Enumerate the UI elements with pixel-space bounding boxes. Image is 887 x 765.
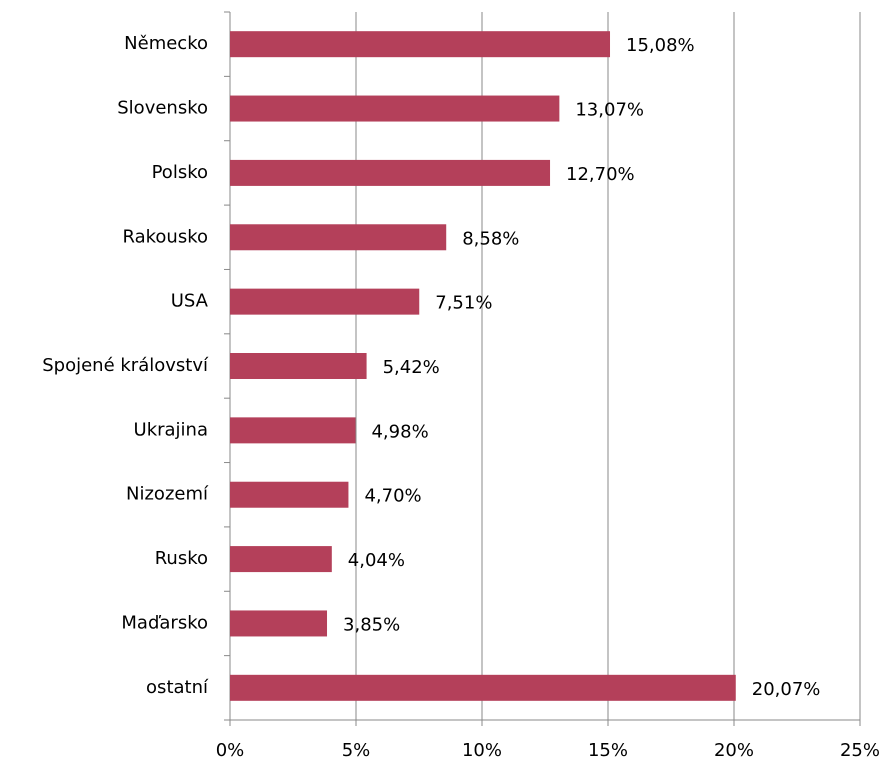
data-label: 15,08% xyxy=(626,35,695,56)
y-tick-label: Rakousko xyxy=(122,226,208,247)
bar xyxy=(230,674,736,701)
x-tick-label: 20% xyxy=(714,740,754,761)
bar xyxy=(230,417,356,444)
bar xyxy=(230,224,447,251)
bar xyxy=(230,95,560,122)
bar xyxy=(230,31,611,58)
x-tick-label: 0% xyxy=(216,740,245,761)
y-tick-label: Slovensko xyxy=(117,98,208,119)
data-label: 5,42% xyxy=(383,357,440,378)
y-tick-label: USA xyxy=(171,291,209,312)
x-tick-label: 5% xyxy=(342,740,371,761)
data-label: 12,70% xyxy=(566,164,635,185)
x-tick-label: 25% xyxy=(840,740,880,761)
x-tick-label: 10% xyxy=(462,740,502,761)
y-tick-label: Maďarsko xyxy=(121,612,208,633)
data-label: 20,07% xyxy=(752,679,821,700)
data-label: 4,98% xyxy=(371,421,428,442)
data-label: 8,58% xyxy=(462,228,519,249)
bar xyxy=(230,546,332,573)
data-label: 4,70% xyxy=(364,486,421,507)
bar xyxy=(230,610,328,637)
y-tick-label: Spojené království xyxy=(42,355,209,376)
data-label: 3,85% xyxy=(343,614,400,635)
bar xyxy=(230,288,420,315)
data-label: 4,04% xyxy=(348,550,405,571)
y-tick-label: ostatní xyxy=(146,677,209,698)
data-label: 13,07% xyxy=(575,100,644,121)
data-label: 7,51% xyxy=(435,293,492,314)
bar xyxy=(230,353,367,379)
y-tick-label: Německo xyxy=(124,33,208,54)
y-tick-label: Ukrajina xyxy=(134,419,208,440)
y-tick-label: Polsko xyxy=(152,162,208,183)
bar xyxy=(230,159,551,186)
y-tick-label: Nizozemí xyxy=(126,484,209,505)
x-tick-label: 15% xyxy=(588,740,628,761)
y-tick-label: Rusko xyxy=(155,548,208,569)
bar xyxy=(230,481,349,508)
